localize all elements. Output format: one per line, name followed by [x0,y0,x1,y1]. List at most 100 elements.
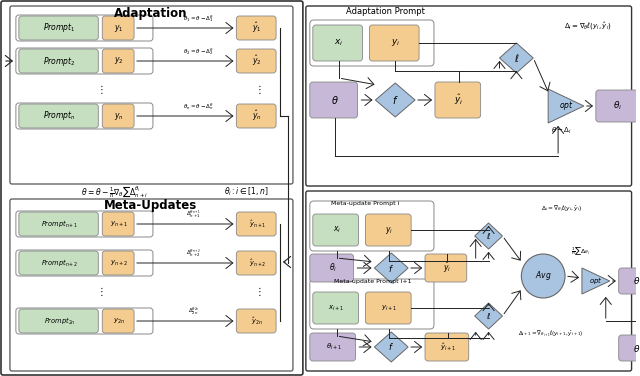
Text: $\hat{y}_{2n}$: $\hat{y}_{2n}$ [252,315,263,327]
Text: $\Delta_i = \nabla_\theta \ell(y_i, \hat{y}_i)$: $\Delta_i = \nabla_\theta \ell(y_i, \hat… [564,20,612,32]
Text: $\theta_i$: $\theta_i$ [328,262,337,274]
Text: $\theta_n = \theta - \Delta_n^{\theta}$: $\theta_n = \theta - \Delta_n^{\theta}$ [183,102,214,112]
FancyBboxPatch shape [306,6,632,186]
Text: $\hat{y}_{i+1}$: $\hat{y}_{i+1}$ [440,341,456,353]
Text: $x_{i+1}$: $x_{i+1}$ [328,303,345,312]
Text: $\vdots$: $\vdots$ [95,82,103,96]
Text: $\theta_i$: $\theta_i$ [613,100,622,112]
FancyBboxPatch shape [102,16,134,40]
Polygon shape [374,253,408,283]
Text: $\Delta_i = \nabla_{\theta_i}\ell(y_i, \hat{y}_i)$: $\Delta_i = \nabla_{\theta_i}\ell(y_i, \… [541,204,582,214]
Text: $Prompt_1$: $Prompt_1$ [44,21,76,35]
FancyBboxPatch shape [1,1,303,375]
Text: $f$: $f$ [392,94,399,106]
Polygon shape [582,268,610,294]
Polygon shape [376,83,415,117]
Text: $\Delta^{\theta_{n+1}}_{n+1}$: $\Delta^{\theta_{n+1}}_{n+1}$ [186,208,201,220]
FancyBboxPatch shape [310,201,434,251]
Text: $\hat{y}_{n+1}$: $\hat{y}_{n+1}$ [248,218,266,230]
Text: $y_{2n}$: $y_{2n}$ [113,316,125,326]
FancyBboxPatch shape [16,308,153,334]
FancyBboxPatch shape [310,279,434,329]
Text: $y_n$: $y_n$ [115,111,124,121]
FancyBboxPatch shape [19,49,99,73]
Polygon shape [475,223,502,249]
Text: Meta-update Prompt i+1: Meta-update Prompt i+1 [333,279,411,285]
Text: $\ell$: $\ell$ [486,311,491,321]
Text: $\Delta^{\theta_{n+2}}_{n+2}$: $\Delta^{\theta_{n+2}}_{n+2}$ [186,247,201,259]
FancyBboxPatch shape [365,292,411,324]
Text: $\ell$: $\ell$ [486,231,491,241]
Text: $y_1$: $y_1$ [115,23,124,33]
Text: $\theta$: $\theta$ [331,94,339,106]
Text: $\hat{y}_2$: $\hat{y}_2$ [252,54,262,68]
Text: $Prompt_n$: $Prompt_n$ [44,109,76,123]
FancyBboxPatch shape [619,335,640,361]
FancyBboxPatch shape [236,212,276,236]
FancyBboxPatch shape [102,309,134,333]
Text: $\theta_i : i \in [1, n]$: $\theta_i : i \in [1, n]$ [224,186,269,198]
Polygon shape [499,43,533,73]
Text: $\hat{y}_n$: $\hat{y}_n$ [252,109,262,123]
Text: $x_i$: $x_i$ [333,225,340,235]
FancyBboxPatch shape [369,25,419,61]
Polygon shape [374,332,408,362]
FancyBboxPatch shape [102,49,134,73]
Text: $\theta - \Delta_i$: $\theta - \Delta_i$ [550,126,572,136]
Text: $x_i$: $x_i$ [334,38,343,48]
FancyBboxPatch shape [435,82,481,118]
FancyBboxPatch shape [16,211,153,237]
Polygon shape [548,89,584,123]
Text: $y_{n+1}$: $y_{n+1}$ [110,220,128,229]
FancyBboxPatch shape [102,212,134,236]
Text: $Prompt_{n+1}$: $Prompt_{n+1}$ [41,218,78,230]
FancyBboxPatch shape [19,212,99,236]
Text: $Prompt_2$: $Prompt_2$ [44,55,76,68]
Text: $\hat{y}_1$: $\hat{y}_1$ [252,21,262,35]
Text: $\theta$: $\theta$ [633,276,640,287]
FancyBboxPatch shape [19,251,99,275]
FancyBboxPatch shape [102,104,134,128]
FancyBboxPatch shape [310,20,434,66]
FancyBboxPatch shape [236,16,276,40]
FancyBboxPatch shape [313,292,358,324]
Text: $\Delta^{\theta_{2n}}_{2n}$: $\Delta^{\theta_{2n}}_{2n}$ [188,305,200,317]
Text: $\hat{y}_i$: $\hat{y}_i$ [454,93,463,107]
Text: $\theta_{i+1}$: $\theta_{i+1}$ [326,342,342,352]
Text: $\Delta_{i+1} = \nabla_{\theta_{i+1}}\ell(y_{i+1}, \hat{y}_{i+1})$: $\Delta_{i+1} = \nabla_{\theta_{i+1}}\el… [518,329,584,339]
Text: $\vdots$: $\vdots$ [253,82,261,96]
FancyBboxPatch shape [310,254,353,282]
Text: $y_2$: $y_2$ [115,56,124,67]
Text: Meta-Updates: Meta-Updates [104,200,198,212]
Circle shape [522,254,565,298]
Text: $\theta_1 = \theta - \Delta_1^{\theta}$: $\theta_1 = \theta - \Delta_1^{\theta}$ [183,14,214,24]
FancyBboxPatch shape [619,268,640,294]
FancyBboxPatch shape [236,104,276,128]
Polygon shape [475,303,502,329]
FancyBboxPatch shape [19,104,99,128]
FancyBboxPatch shape [425,254,467,282]
Text: $y_i$: $y_i$ [390,38,400,49]
FancyBboxPatch shape [425,333,468,361]
Text: $\hat{y}_i$: $\hat{y}_i$ [443,261,451,275]
Text: $\theta = \theta - \frac{1}{n}\nabla_{\theta}\sum\Delta^{\theta_i}_{n+i}$: $\theta = \theta - \frac{1}{n}\nabla_{\t… [81,184,148,200]
Text: $y_{i+1}$: $y_{i+1}$ [381,303,397,312]
FancyBboxPatch shape [16,103,153,129]
Text: $\hat{y}_{n+2}$: $\hat{y}_{n+2}$ [248,257,266,269]
FancyBboxPatch shape [313,214,358,246]
Text: $\theta_2 = \theta - \Delta_2^{\theta}$: $\theta_2 = \theta - \Delta_2^{\theta}$ [183,47,214,58]
Text: Adaptation Prompt: Adaptation Prompt [346,8,425,17]
Text: $\vdots$: $\vdots$ [95,285,103,299]
FancyBboxPatch shape [19,16,99,40]
Text: $y_{n+2}$: $y_{n+2}$ [110,258,128,268]
Text: $opt$: $opt$ [589,276,603,287]
Text: Meta-update Prompt i: Meta-update Prompt i [332,202,399,206]
Text: Adaptation: Adaptation [114,6,188,20]
FancyBboxPatch shape [16,15,153,41]
Text: $\theta$: $\theta$ [633,343,640,353]
Text: $\vdots$: $\vdots$ [253,285,261,299]
FancyBboxPatch shape [10,6,293,184]
Text: $f$: $f$ [388,341,394,353]
FancyBboxPatch shape [10,199,293,371]
FancyBboxPatch shape [310,82,358,118]
